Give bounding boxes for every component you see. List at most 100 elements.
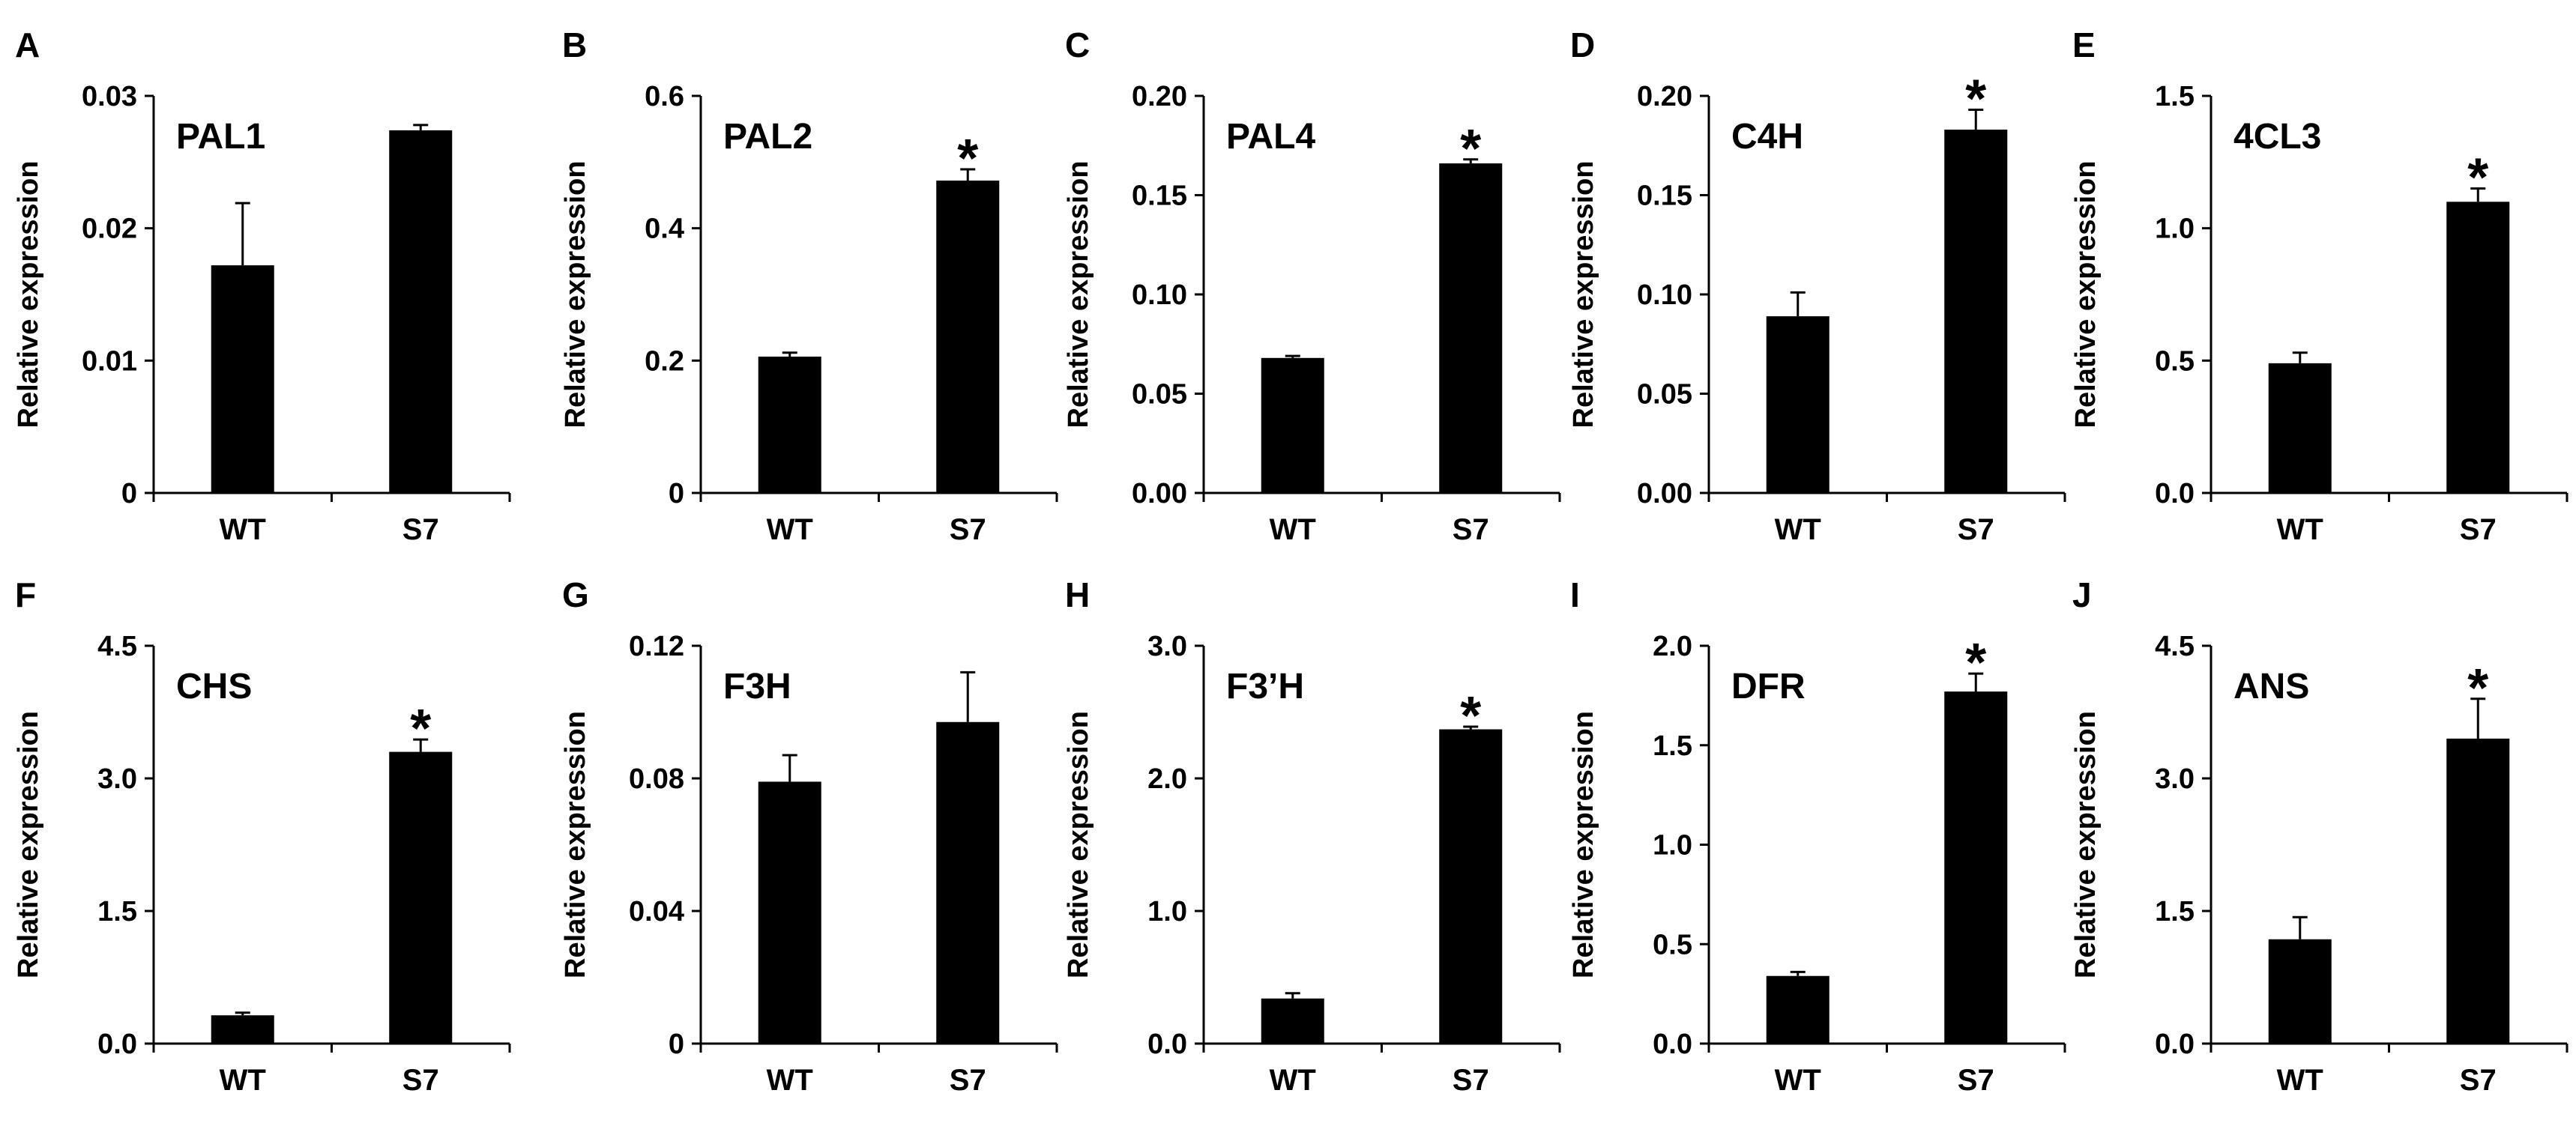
gene-title-d: C4H <box>1731 117 1803 157</box>
y-axis-label: Relative expression <box>560 161 591 429</box>
y-tick-label: 4.5 <box>97 631 137 662</box>
y-tick-label: 1.0 <box>2155 214 2195 245</box>
y-tick-label: 3.0 <box>97 763 137 795</box>
y-tick-label: 0.6 <box>645 81 684 112</box>
significance-star: * <box>2467 148 2488 208</box>
bar-wt <box>2268 363 2332 493</box>
panel-letter-f: F <box>15 575 36 614</box>
x-category-label: S7 <box>950 513 986 546</box>
y-tick-label: 0.0 <box>2155 1029 2195 1060</box>
x-category-label: WT <box>767 1064 813 1097</box>
x-category-label: WT <box>1270 513 1316 546</box>
y-tick-label: 0.10 <box>1132 279 1187 311</box>
significance-star: * <box>1965 70 1986 130</box>
y-tick-label: 0 <box>669 478 684 509</box>
y-axis-label: Relative expression <box>13 161 44 429</box>
y-tick-label: 0.20 <box>1132 81 1187 112</box>
gene-title-h: F3’H <box>1226 667 1304 706</box>
significance-star: * <box>1965 633 1986 693</box>
panel-letter-b: B <box>562 25 587 64</box>
significance-star: * <box>957 129 978 189</box>
bar-wt <box>1261 357 1324 493</box>
y-tick-label: 3.0 <box>2155 763 2195 795</box>
bar-wt <box>758 357 821 493</box>
y-tick-label: 1.5 <box>2155 81 2195 112</box>
x-category-label: S7 <box>2460 1064 2497 1097</box>
x-category-label: S7 <box>402 513 439 546</box>
x-category-label: WT <box>767 513 813 546</box>
gene-title-i: DFR <box>1731 667 1806 706</box>
bar-wt <box>1766 316 1830 493</box>
y-tick-label: 1.0 <box>1147 896 1187 927</box>
panel-letter-h: H <box>1065 575 1090 614</box>
x-category-label: S7 <box>1453 513 1489 546</box>
y-axis-label: Relative expression <box>1568 711 1599 978</box>
bar-wt <box>211 265 274 493</box>
x-category-label: WT <box>1775 513 1821 546</box>
y-tick-label: 0.05 <box>1132 379 1187 411</box>
y-tick-label: 0 <box>121 478 137 509</box>
x-category-label: WT <box>2277 513 2323 546</box>
bar-wt <box>758 781 821 1044</box>
x-category-label: WT <box>2277 1064 2323 1097</box>
bar-wt <box>2268 939 2332 1044</box>
y-tick-label: 0.01 <box>82 345 137 377</box>
significance-star: * <box>410 699 431 759</box>
y-axis-label: Relative expression <box>1063 161 1094 429</box>
y-axis-label: Relative expression <box>1063 711 1094 978</box>
x-category-label: S7 <box>1958 513 1994 546</box>
y-tick-label: 0.5 <box>1653 929 1692 960</box>
panel-letter-j: J <box>2072 575 2092 614</box>
y-tick-label: 0.0 <box>97 1029 137 1060</box>
y-tick-label: 1.5 <box>1653 730 1692 762</box>
x-category-label: S7 <box>1453 1064 1489 1097</box>
y-tick-label: 0.10 <box>1637 279 1692 311</box>
y-tick-label: 2.0 <box>1147 763 1187 795</box>
y-tick-label: 0.02 <box>82 214 137 245</box>
x-category-label: S7 <box>1958 1064 1994 1097</box>
bar-wt <box>211 1015 274 1044</box>
y-tick-label: 0.5 <box>2155 345 2195 377</box>
y-tick-label: 0.08 <box>629 763 684 795</box>
y-tick-label: 0.00 <box>1637 478 1692 509</box>
gene-title-g: F3H <box>723 667 791 706</box>
gene-title-e: 4CL3 <box>2233 117 2321 157</box>
y-tick-label: 0.20 <box>1637 81 1692 112</box>
significance-star: * <box>2467 659 2488 718</box>
y-tick-label: 0.03 <box>82 81 137 112</box>
panel-letter-g: G <box>562 575 589 614</box>
gene-title-b: PAL2 <box>723 117 812 157</box>
bar-wt <box>1261 998 1324 1044</box>
x-category-label: WT <box>220 1064 266 1097</box>
y-axis-label: Relative expression <box>2070 711 2102 978</box>
bar-s7 <box>2446 202 2510 493</box>
gene-title-f: CHS <box>176 667 252 706</box>
y-tick-label: 0.0 <box>2155 478 2195 509</box>
bar-s7 <box>1439 729 1503 1044</box>
gene-title-c: PAL4 <box>1226 117 1315 157</box>
x-category-label: S7 <box>950 1064 986 1097</box>
bar-s7 <box>1944 691 2008 1044</box>
x-category-label: WT <box>220 513 266 546</box>
y-tick-label: 1.5 <box>97 896 137 927</box>
significance-star: * <box>1460 119 1481 179</box>
y-tick-label: 4.5 <box>2155 631 2195 662</box>
bar-s7 <box>1439 163 1503 493</box>
bar-s7 <box>389 751 453 1044</box>
y-tick-label: 0.00 <box>1132 478 1187 509</box>
y-tick-label: 3.0 <box>1147 631 1187 662</box>
x-category-label: S7 <box>402 1064 439 1097</box>
panel-letter-d: D <box>1570 25 1595 64</box>
x-category-label: WT <box>1775 1064 1821 1097</box>
y-tick-label: 0.2 <box>645 345 684 377</box>
bar-s7 <box>936 721 1000 1044</box>
y-tick-label: 1.0 <box>1653 830 1692 862</box>
y-tick-label: 0.0 <box>1653 1029 1692 1060</box>
panel-letter-c: C <box>1065 25 1090 64</box>
bar-s7 <box>1944 130 2008 494</box>
significance-star: * <box>1460 686 1481 746</box>
bar-s7 <box>936 181 1000 494</box>
y-axis-label: Relative expression <box>13 711 44 978</box>
y-tick-label: 0.0 <box>1147 1029 1187 1060</box>
